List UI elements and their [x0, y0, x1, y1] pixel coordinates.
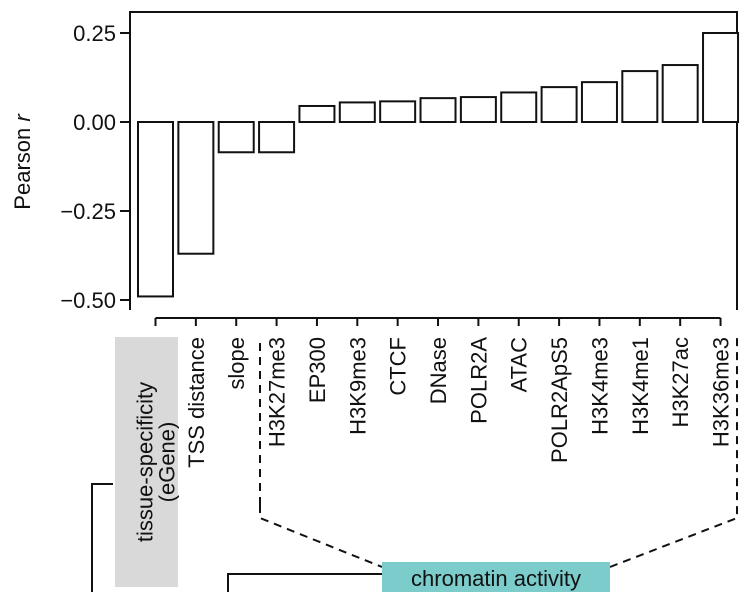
y-tick-label: 0.25	[73, 21, 116, 46]
tissue-specificity-connector	[91, 483, 113, 592]
chromatin-bracket-right	[609, 337, 738, 568]
x-tick-label: H3K27me3	[265, 337, 290, 447]
x-tick-label: H3K27ac	[668, 337, 693, 428]
bar	[661, 64, 699, 123]
bar	[459, 96, 497, 124]
x-tick-label: EP300	[305, 337, 330, 403]
plot-frame	[129, 11, 738, 310]
y-tick-label: −0.50	[60, 288, 116, 313]
x-tick-label: POLR2A	[466, 337, 491, 424]
bar	[540, 86, 578, 123]
bar	[338, 101, 376, 123]
bar	[419, 97, 457, 124]
bar	[621, 70, 659, 124]
bar	[137, 121, 174, 298]
y-tick-label: 0.00	[73, 110, 116, 135]
bar	[217, 121, 255, 154]
bar	[177, 121, 215, 255]
bar	[580, 81, 618, 123]
x-tick-label: H3K4me1	[628, 337, 653, 435]
y-axis-title: Pearson r	[10, 113, 35, 210]
chromatin-bracket-left	[259, 505, 383, 568]
x-tick-label: ATAC	[507, 337, 532, 393]
x-tick-label: TSS distance	[184, 337, 209, 468]
x-tick-label: POLR2ApS5	[547, 337, 572, 463]
bar	[702, 32, 740, 123]
x-tick-label: CTCF	[386, 337, 411, 396]
bar	[379, 100, 417, 123]
y-tick-label: −0.25	[60, 199, 116, 224]
x-tick-label: tissue-specificity(eGene)	[133, 382, 180, 542]
chromatin-activity-connector	[227, 573, 382, 592]
bar	[258, 121, 296, 154]
bar	[298, 104, 336, 124]
x-tick-label: H3K4me3	[587, 337, 612, 435]
chromatin-activity-label: chromatin activity	[411, 566, 581, 591]
chromatin-activity-group: chromatin activity	[382, 562, 610, 592]
bar	[500, 91, 538, 124]
x-tick-label: H3K9me3	[345, 337, 370, 435]
chromatin-activity-highlight	[382, 562, 610, 592]
x-tick-label: H3K36me3	[709, 337, 734, 447]
tissue-specificity-highlight	[115, 337, 178, 587]
x-tick-label: DNase	[426, 337, 451, 404]
x-tick-label: slope	[224, 337, 249, 390]
